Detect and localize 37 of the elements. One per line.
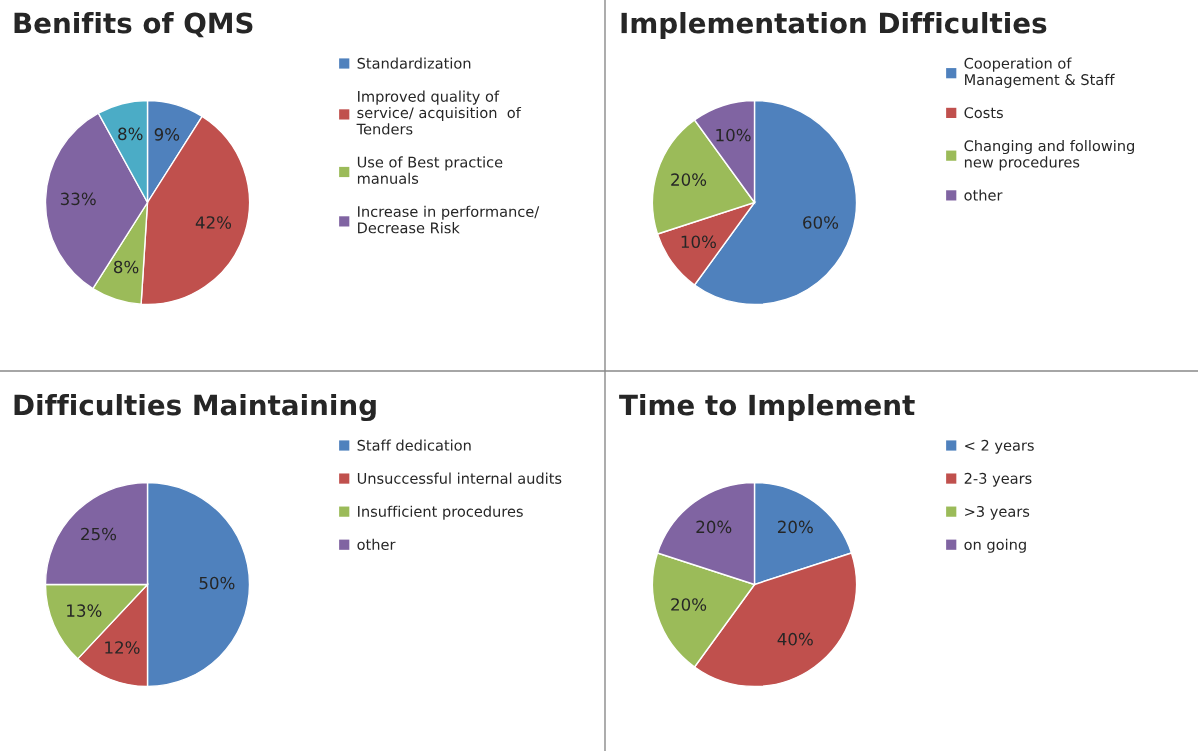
data-label: 33% xyxy=(60,192,96,206)
legend-label: Improved quality of service/ acquisition of Tenders xyxy=(356,90,522,135)
data-label: 12% xyxy=(105,641,140,654)
data-label: 9% xyxy=(154,128,180,141)
data-label: 10% xyxy=(716,128,751,142)
data-label: 8% xyxy=(118,127,143,141)
data-label: 20% xyxy=(777,520,813,534)
data-label: 25% xyxy=(81,527,117,541)
chart-title: Implementation Difficulties xyxy=(621,12,1047,39)
data-label: 20% xyxy=(671,173,707,186)
legend-label: other xyxy=(964,189,1003,201)
legend-label: Insufficient procedures xyxy=(358,505,523,520)
data-label: 10% xyxy=(681,235,716,249)
legend-label: Unsuccessful internal audits xyxy=(357,472,562,484)
legend-label: Staff dedication xyxy=(357,439,471,451)
data-label: 13% xyxy=(67,604,102,617)
data-label: 20% xyxy=(671,598,707,611)
data-label: 20% xyxy=(696,520,732,534)
legend-label: other xyxy=(357,538,396,551)
data-label: 60% xyxy=(803,216,839,229)
data-label: 50% xyxy=(199,576,235,590)
chart-title: Benifits of QMS xyxy=(14,12,253,38)
legend-label: on going xyxy=(964,538,1026,553)
legend-label: >3 years xyxy=(965,505,1030,520)
legend-label: 2-3 years xyxy=(964,472,1032,487)
legend-label: Cooperation of Management & Staff xyxy=(964,57,1115,88)
data-label: 8% xyxy=(113,260,139,274)
data-label: 40% xyxy=(777,632,813,646)
legend-label: Use of Best practice manuals xyxy=(357,156,503,184)
legend-label: Increase in performance/ Decrease Risk xyxy=(358,205,540,234)
chart-title: Time to Implement xyxy=(619,394,915,421)
data-label: 42% xyxy=(195,216,232,229)
legend-label: Costs xyxy=(964,107,1003,119)
legend-label: Standardization xyxy=(357,57,471,69)
chart-title: Difficulties Maintaining xyxy=(14,394,376,422)
legend-label: Changing and following new procedures xyxy=(964,140,1134,171)
legend-label: < 2 years xyxy=(965,439,1034,454)
